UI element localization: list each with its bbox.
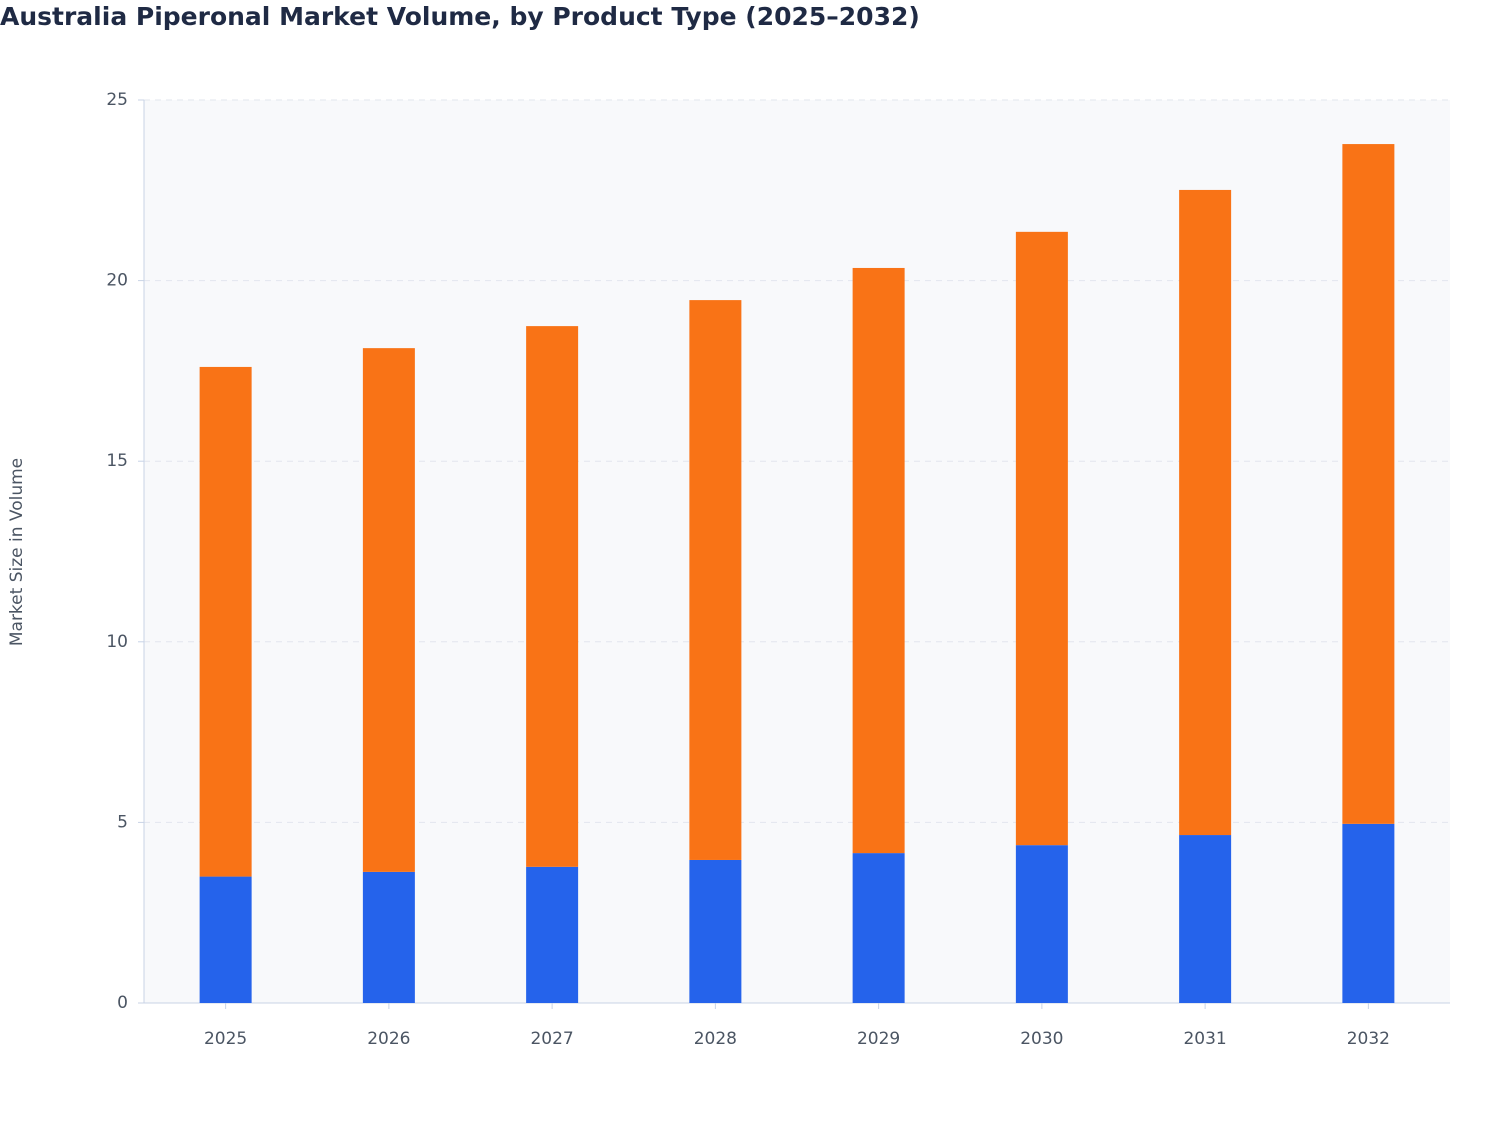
bar-segment: [1179, 835, 1232, 1003]
x-tick-label: 2032: [1347, 1029, 1390, 1049]
bar-segment: [362, 348, 415, 872]
x-tick-label: 2028: [694, 1029, 737, 1049]
bar-segment: [362, 871, 415, 1003]
bar-segment: [1342, 144, 1395, 824]
bar-segment: [199, 366, 252, 877]
x-tick-label: 2025: [204, 1029, 247, 1049]
x-tick-label: 2030: [1020, 1029, 1063, 1049]
bar-segment: [1179, 189, 1232, 836]
bar-segment: [852, 267, 905, 854]
x-tick-label: 2026: [367, 1029, 410, 1049]
bar-segment: [1015, 231, 1068, 846]
bar-segment: [852, 853, 905, 1003]
y-tick-label: 5: [117, 812, 128, 832]
bar-segment: [1342, 823, 1395, 1003]
y-tick-label: 15: [106, 451, 128, 471]
chart-title: Australia Piperonal Market Volume, by Pr…: [0, 2, 920, 31]
bar-segment: [689, 300, 742, 860]
bar-segment: [689, 859, 742, 1003]
x-tick-label: 2027: [530, 1029, 573, 1049]
y-tick-label: 10: [106, 632, 128, 652]
y-tick-label: 0: [117, 993, 128, 1013]
y-tick-label: 20: [106, 271, 128, 291]
bar-segment: [526, 326, 579, 867]
y-axis-title: Market Size in Volume: [7, 458, 27, 646]
bar-segment: [526, 866, 579, 1003]
y-tick-label: 25: [106, 90, 128, 110]
plot-background: [144, 100, 1450, 1003]
x-tick-label: 2029: [857, 1029, 900, 1049]
bar-segment: [199, 876, 252, 1003]
x-tick-label: 2031: [1183, 1029, 1226, 1049]
bar-segment: [1015, 845, 1068, 1003]
